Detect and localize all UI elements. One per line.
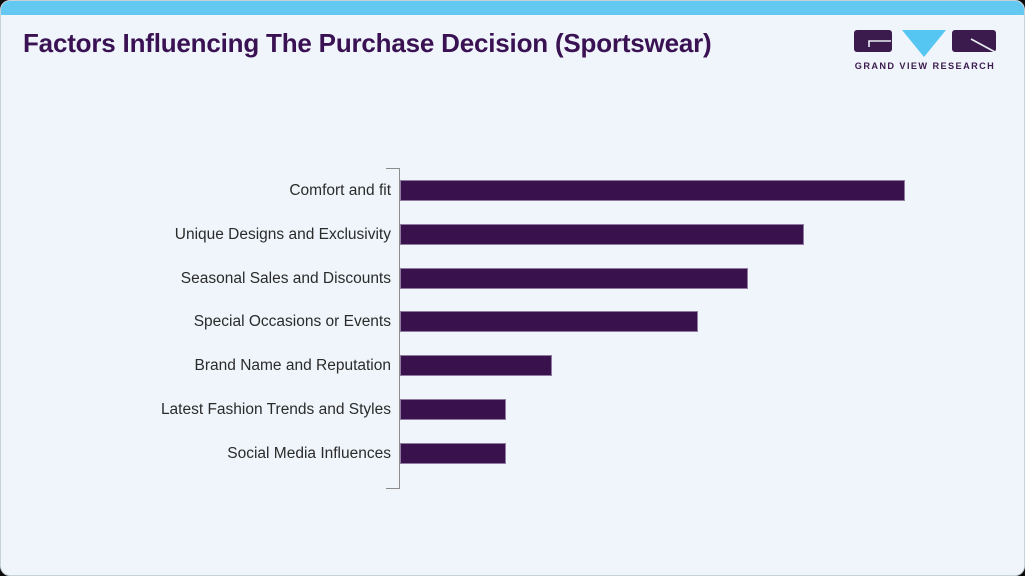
- category-label: Special Occasions or Events: [193, 313, 391, 331]
- bar-row: Brand Name and Reputation: [1, 355, 1024, 399]
- bar: [400, 223, 804, 245]
- bar-row: Special Occasions or Events: [1, 311, 1024, 355]
- y-axis-tick-bottom: [386, 488, 399, 489]
- bar: [400, 180, 905, 201]
- logo-wordmark: GRAND VIEW RESEARCH: [854, 61, 996, 71]
- category-label: Unique Designs and Exclusivity: [174, 225, 391, 243]
- bar-row: Unique Designs and Exclusivity: [1, 223, 1024, 268]
- category-label: Seasonal Sales and Discounts: [180, 269, 391, 287]
- bar: [400, 355, 552, 377]
- category-label: Comfort and fit: [289, 182, 391, 199]
- category-label: Brand Name and Reputation: [194, 357, 391, 375]
- header: Factors Influencing The Purchase Decisio…: [23, 28, 1002, 59]
- accent-top-bar: [1, 1, 1024, 15]
- bar: [400, 399, 507, 421]
- bar-rows: Comfort and fit Unique Designs and Exclus…: [1, 180, 1024, 487]
- category-label: Latest Fashion Trends and Styles: [160, 401, 391, 419]
- y-axis-tick-top: [386, 168, 399, 169]
- grand-view-research-logo: GRAND VIEW RESEARCH: [854, 30, 996, 71]
- bar: [400, 311, 698, 333]
- bar: [400, 267, 749, 289]
- bar-row: Comfort and fit: [1, 180, 1024, 224]
- y-axis-line: [399, 168, 400, 489]
- gvr-logo-icon: [854, 30, 996, 57]
- bar: [400, 442, 507, 464]
- category-label: Social Media Influences: [227, 444, 391, 462]
- bar-row: Latest Fashion Trends and Styles: [1, 399, 1024, 443]
- bar-row: Social Media Influences: [1, 442, 1024, 487]
- chart-title: Factors Influencing The Purchase Decisio…: [23, 28, 712, 58]
- bar-row: Seasonal Sales and Discounts: [1, 267, 1024, 312]
